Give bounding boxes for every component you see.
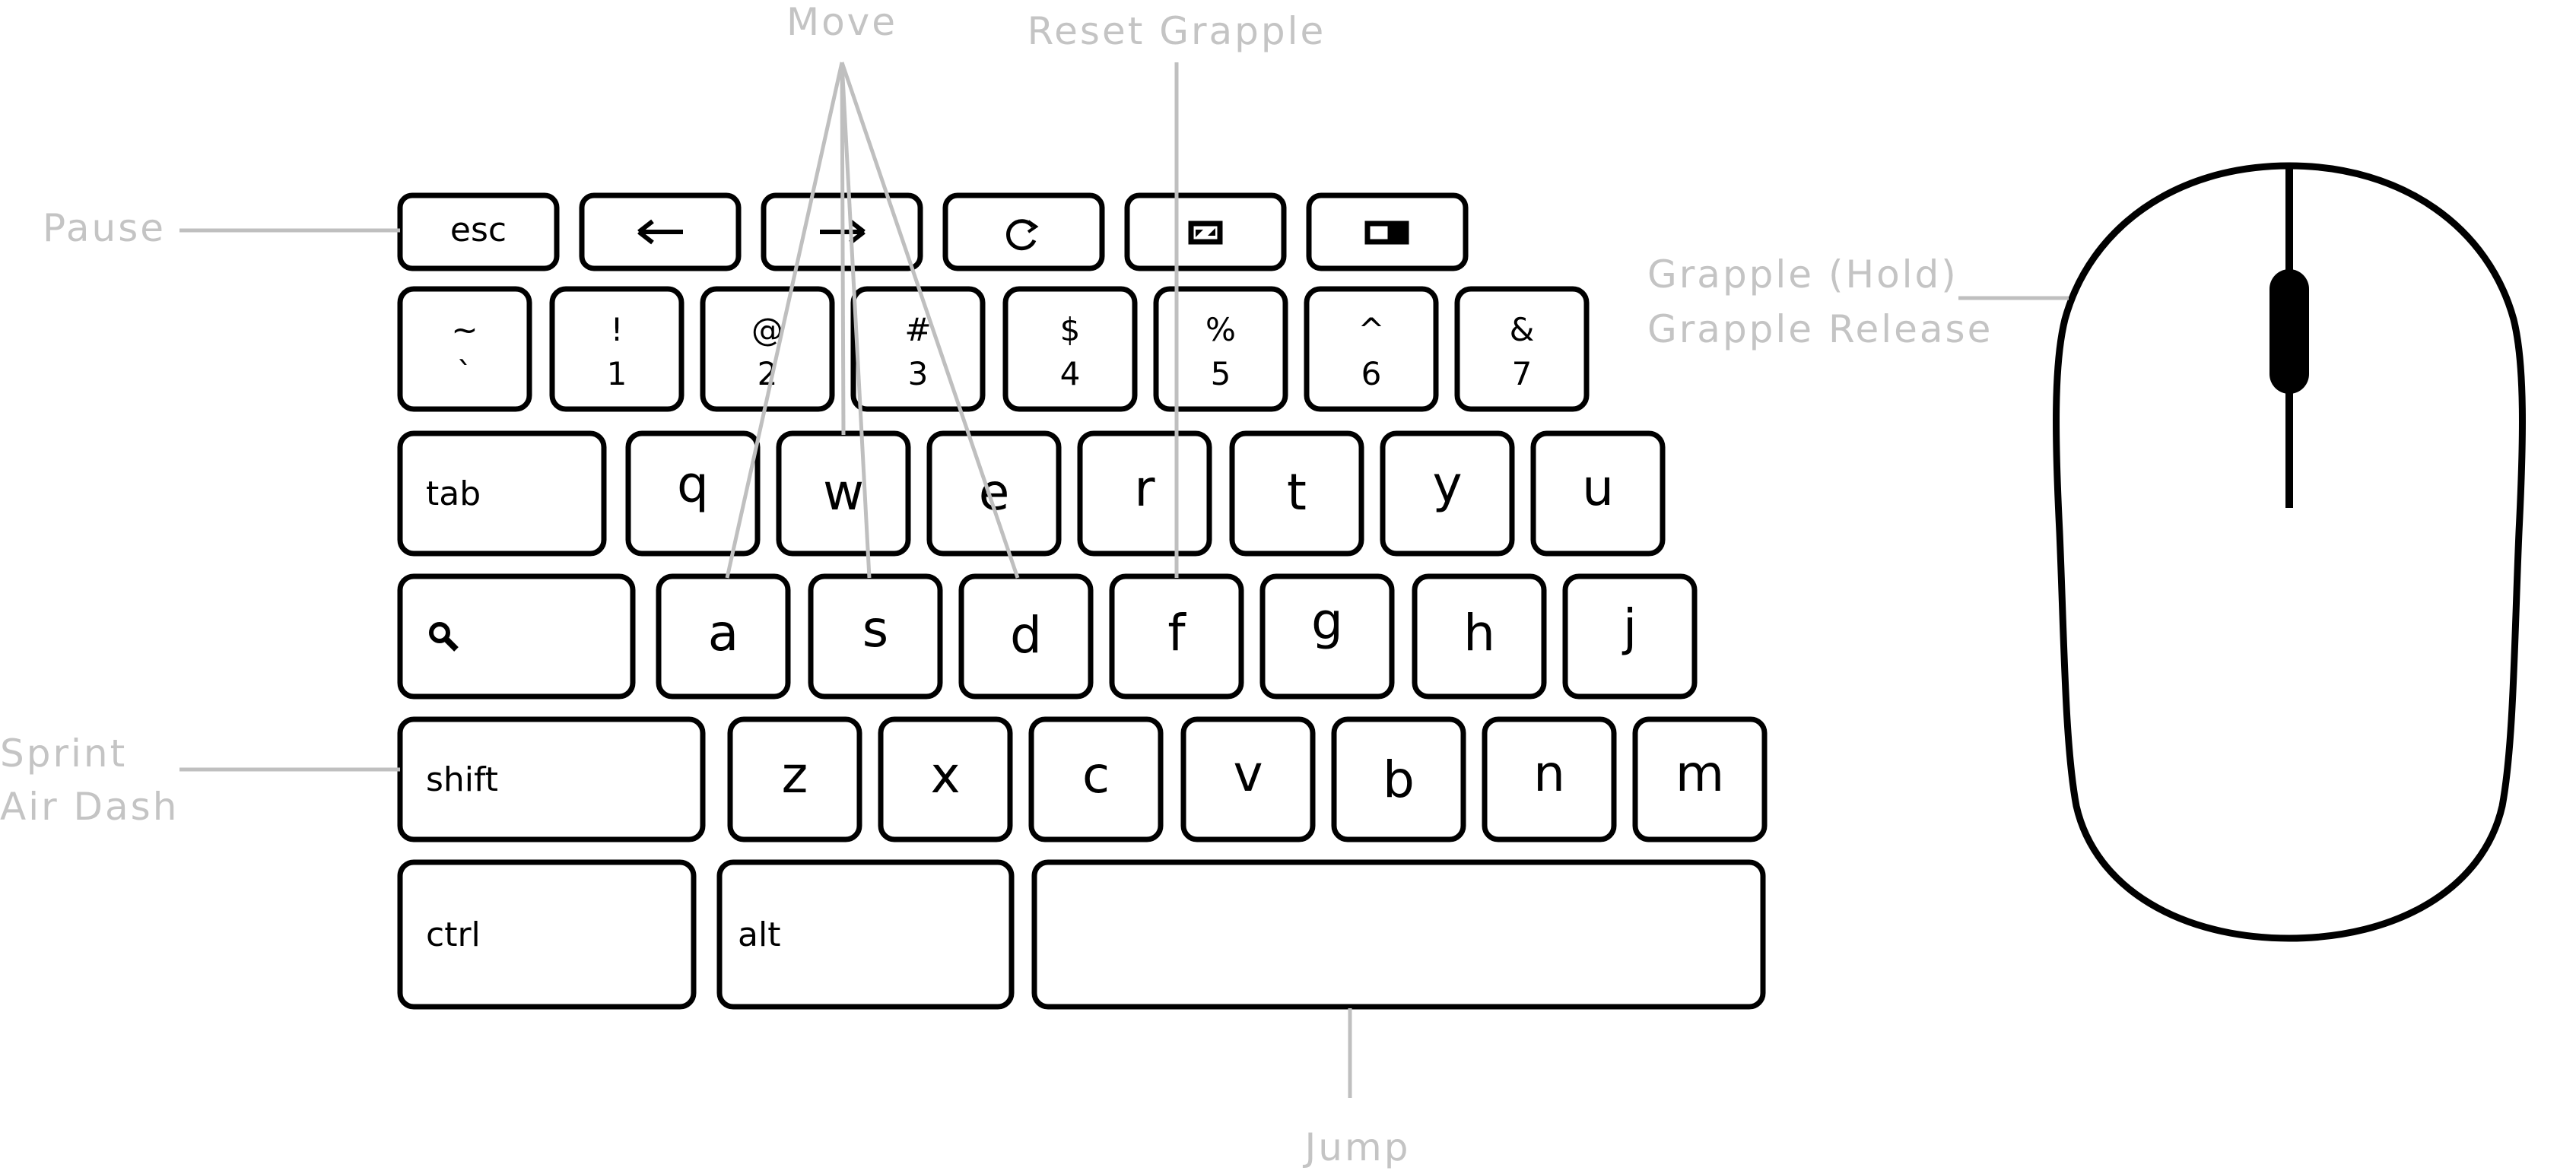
label-grapple-hold: Grapple (Hold) bbox=[1647, 252, 1958, 297]
key-z: z bbox=[727, 716, 862, 842]
svg-text:ctrl: ctrl bbox=[426, 915, 481, 954]
label-pause: Pause bbox=[43, 206, 166, 250]
leader-lines bbox=[179, 62, 2069, 1098]
svg-text:1: 1 bbox=[607, 355, 627, 392]
svg-text:h: h bbox=[1463, 604, 1495, 662]
svg-text:v: v bbox=[1233, 744, 1263, 803]
label-move: Move bbox=[786, 0, 897, 44]
overview-icon bbox=[1364, 221, 1409, 245]
fullscreen-icon bbox=[1188, 221, 1223, 245]
svg-text:g: g bbox=[1311, 592, 1343, 651]
svg-text:a: a bbox=[708, 604, 738, 662]
key-v: v bbox=[1180, 716, 1316, 842]
svg-text:q: q bbox=[677, 455, 709, 514]
key-refresh bbox=[942, 192, 1105, 271]
svg-text:3: 3 bbox=[908, 355, 929, 392]
svg-text:w: w bbox=[823, 463, 864, 522]
key-m: m bbox=[1632, 716, 1768, 842]
svg-text:d: d bbox=[1010, 606, 1042, 665]
svg-text:5: 5 bbox=[1211, 355, 1231, 392]
label-grapple-release: Grapple Release bbox=[1647, 307, 1993, 351]
label-sprint: Sprint bbox=[0, 731, 127, 776]
svg-text:%: % bbox=[1205, 311, 1236, 348]
svg-text:u: u bbox=[1582, 458, 1614, 517]
key-u: u bbox=[1530, 430, 1666, 557]
refresh-icon bbox=[1006, 219, 1037, 251]
svg-text:tab: tab bbox=[426, 474, 481, 513]
key-b: b bbox=[1331, 716, 1466, 842]
mouse bbox=[2053, 162, 2526, 942]
key-back bbox=[579, 192, 742, 271]
key-fullscreen bbox=[1124, 192, 1287, 271]
svg-text:6: 6 bbox=[1361, 355, 1382, 392]
svg-text:^: ^ bbox=[1358, 311, 1384, 348]
key-q: q bbox=[625, 430, 761, 557]
key-c: c bbox=[1028, 716, 1164, 842]
key-n: n bbox=[1482, 716, 1617, 842]
key-5: % 5 bbox=[1153, 286, 1288, 412]
svg-text:7: 7 bbox=[1512, 355, 1533, 392]
svg-text:!: ! bbox=[611, 311, 624, 348]
key-overview bbox=[1306, 192, 1469, 271]
svg-text:j: j bbox=[1622, 598, 1637, 657]
svg-text:f: f bbox=[1167, 604, 1186, 662]
svg-text:$: $ bbox=[1060, 311, 1081, 348]
svg-text:&: & bbox=[1510, 311, 1535, 348]
svg-text:b: b bbox=[1383, 750, 1415, 809]
key-tab: tab bbox=[397, 430, 607, 557]
svg-text:alt: alt bbox=[738, 915, 780, 954]
key-4: $ 4 bbox=[1002, 286, 1138, 412]
key-esc: esc bbox=[397, 192, 560, 271]
key-x: x bbox=[878, 716, 1013, 842]
key-alt: alt bbox=[716, 859, 1015, 1010]
key-space bbox=[1031, 859, 1766, 1010]
key-t: t bbox=[1229, 430, 1364, 557]
arrow-left-icon bbox=[637, 219, 683, 245]
svg-text:`: ` bbox=[457, 355, 473, 392]
key-7: & 7 bbox=[1454, 286, 1590, 412]
svg-text:4: 4 bbox=[1060, 355, 1081, 392]
svg-text:s: s bbox=[862, 600, 888, 658]
key-ctrl: ctrl bbox=[397, 859, 697, 1010]
key-y: y bbox=[1380, 430, 1515, 557]
label-reset-grapple: Reset Grapple bbox=[1028, 9, 1326, 53]
key-r: r bbox=[1077, 430, 1212, 557]
svg-text:shift: shift bbox=[426, 760, 498, 799]
svg-text:m: m bbox=[1676, 744, 1724, 803]
key-h: h bbox=[1412, 573, 1547, 700]
key-a: a bbox=[656, 573, 791, 700]
key-2: @ 2 bbox=[700, 286, 835, 412]
key-e: e bbox=[926, 430, 1062, 557]
label-jump: Jump bbox=[1303, 1125, 1411, 1169]
key-d: d bbox=[958, 573, 1094, 700]
key-esc-label: esc bbox=[450, 211, 507, 249]
svg-text:~: ~ bbox=[451, 311, 478, 348]
svg-text:n: n bbox=[1533, 744, 1565, 803]
key-6: ^ 6 bbox=[1304, 286, 1439, 412]
key-shift: shift bbox=[397, 716, 706, 842]
key-search bbox=[397, 573, 636, 700]
svg-text:t: t bbox=[1287, 463, 1307, 522]
key-j: j bbox=[1562, 573, 1698, 700]
label-air-dash: Air Dash bbox=[0, 785, 179, 829]
svg-text:y: y bbox=[1432, 455, 1462, 514]
svg-text:r: r bbox=[1134, 459, 1155, 518]
key-f: f bbox=[1109, 573, 1244, 700]
key-g: g bbox=[1259, 573, 1395, 700]
key-3: # 3 bbox=[850, 286, 986, 412]
key-s: s bbox=[808, 573, 943, 700]
key-w: w bbox=[776, 430, 911, 557]
key-1: ! 1 bbox=[549, 286, 684, 412]
search-icon bbox=[429, 622, 459, 652]
svg-text:c: c bbox=[1082, 746, 1110, 804]
svg-text:x: x bbox=[930, 746, 960, 804]
scroll-wheel-icon bbox=[2269, 269, 2309, 394]
mouse-body bbox=[2053, 162, 2526, 942]
key-backtick: ~ ` bbox=[397, 286, 532, 412]
svg-text:z: z bbox=[782, 746, 808, 804]
